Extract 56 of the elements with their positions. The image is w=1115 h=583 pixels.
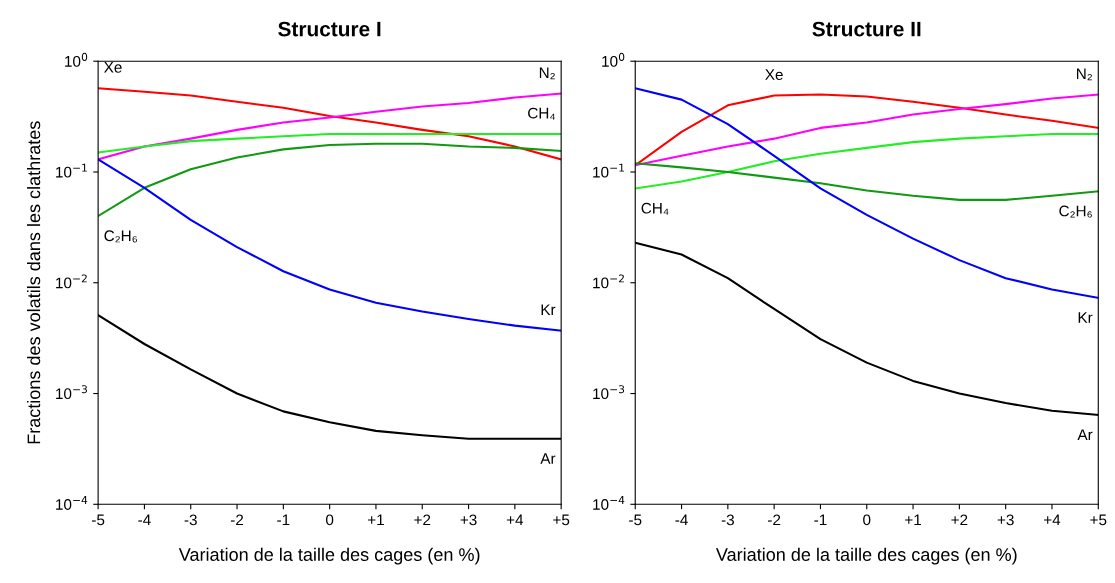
x-tick-label: -1 [814,514,827,526]
x-tick-label: +2 [951,514,968,526]
chart-title: Structure I [278,21,381,37]
y-tick-label: 10$^{−3}$ [56,385,87,400]
x-tick-label: +1 [905,514,922,526]
series-label: N₂ [539,67,555,80]
x-tick-label: +3 [460,514,477,526]
y-tick-label: 10$^{−4}$ [593,496,625,510]
y-tick-label: 10$^{−3}$ [593,385,625,400]
series-label: Ar [1077,429,1093,440]
x-tick-label: +1 [367,514,384,526]
chart-title: Structure II [812,21,921,37]
y-tick-label: 10$^{−1}$ [56,163,87,178]
line-series [635,93,1099,167]
y-tick-label: 10$^{−2}$ [593,274,624,289]
y-tick-label: 10$^{−1}$ [593,163,624,178]
series-label: C₂H₆ [104,230,138,243]
x-tick-label: +4 [1044,514,1061,526]
y-tick-label: 10$^{−2}$ [56,274,87,289]
x-tick-label: +4 [506,514,524,526]
series-label: Kr [541,304,556,315]
line-series [98,142,562,218]
x-tick-label: +3 [997,514,1014,526]
series-label: C₂H₆ [1059,205,1092,218]
x-tick-label: +5 [553,514,570,526]
series-label: Xe [765,69,783,81]
x-tick-label: -2 [768,514,781,526]
line-series [635,87,1099,299]
line-series [98,158,562,332]
x-tick-label: -5 [92,514,105,526]
series-label: Ar [540,453,556,464]
series-label: Xe [104,62,122,73]
line-series [635,133,1099,190]
series-label: CH₄ [641,202,669,215]
y-tick-label: 10$^{0}$ [65,52,88,67]
y-tick-label: 10$^{−4}$ [56,496,88,510]
x-tick-label: 0 [863,514,871,526]
x-axis-title: Variation de la taille des cages (en %) [178,547,480,565]
series-label: CH₄ [528,107,556,120]
x-tick-label: -4 [675,514,688,526]
x-tick-label: -3 [184,514,197,526]
x-tick-label: 0 [325,514,334,526]
x-tick-label: -3 [721,514,734,526]
line-series [635,162,1099,201]
x-tick-label: +2 [414,514,431,526]
x-tick-label: +5 [1090,514,1107,526]
x-tick-label: -4 [138,514,151,526]
line-series [98,133,562,154]
series-label: N₂ [1077,68,1092,81]
series-label: Kr [1078,312,1093,323]
y-axis-title: Fractions des volatils dans les clathrates [27,121,41,444]
x-tick-label: -2 [230,514,244,526]
x-tick-label: -5 [629,514,642,526]
x-axis-title: Variation de la taille des cages (en %) [715,547,1017,565]
y-tick-label: 10$^{0}$ [602,52,625,67]
x-tick-label: -1 [277,514,290,526]
